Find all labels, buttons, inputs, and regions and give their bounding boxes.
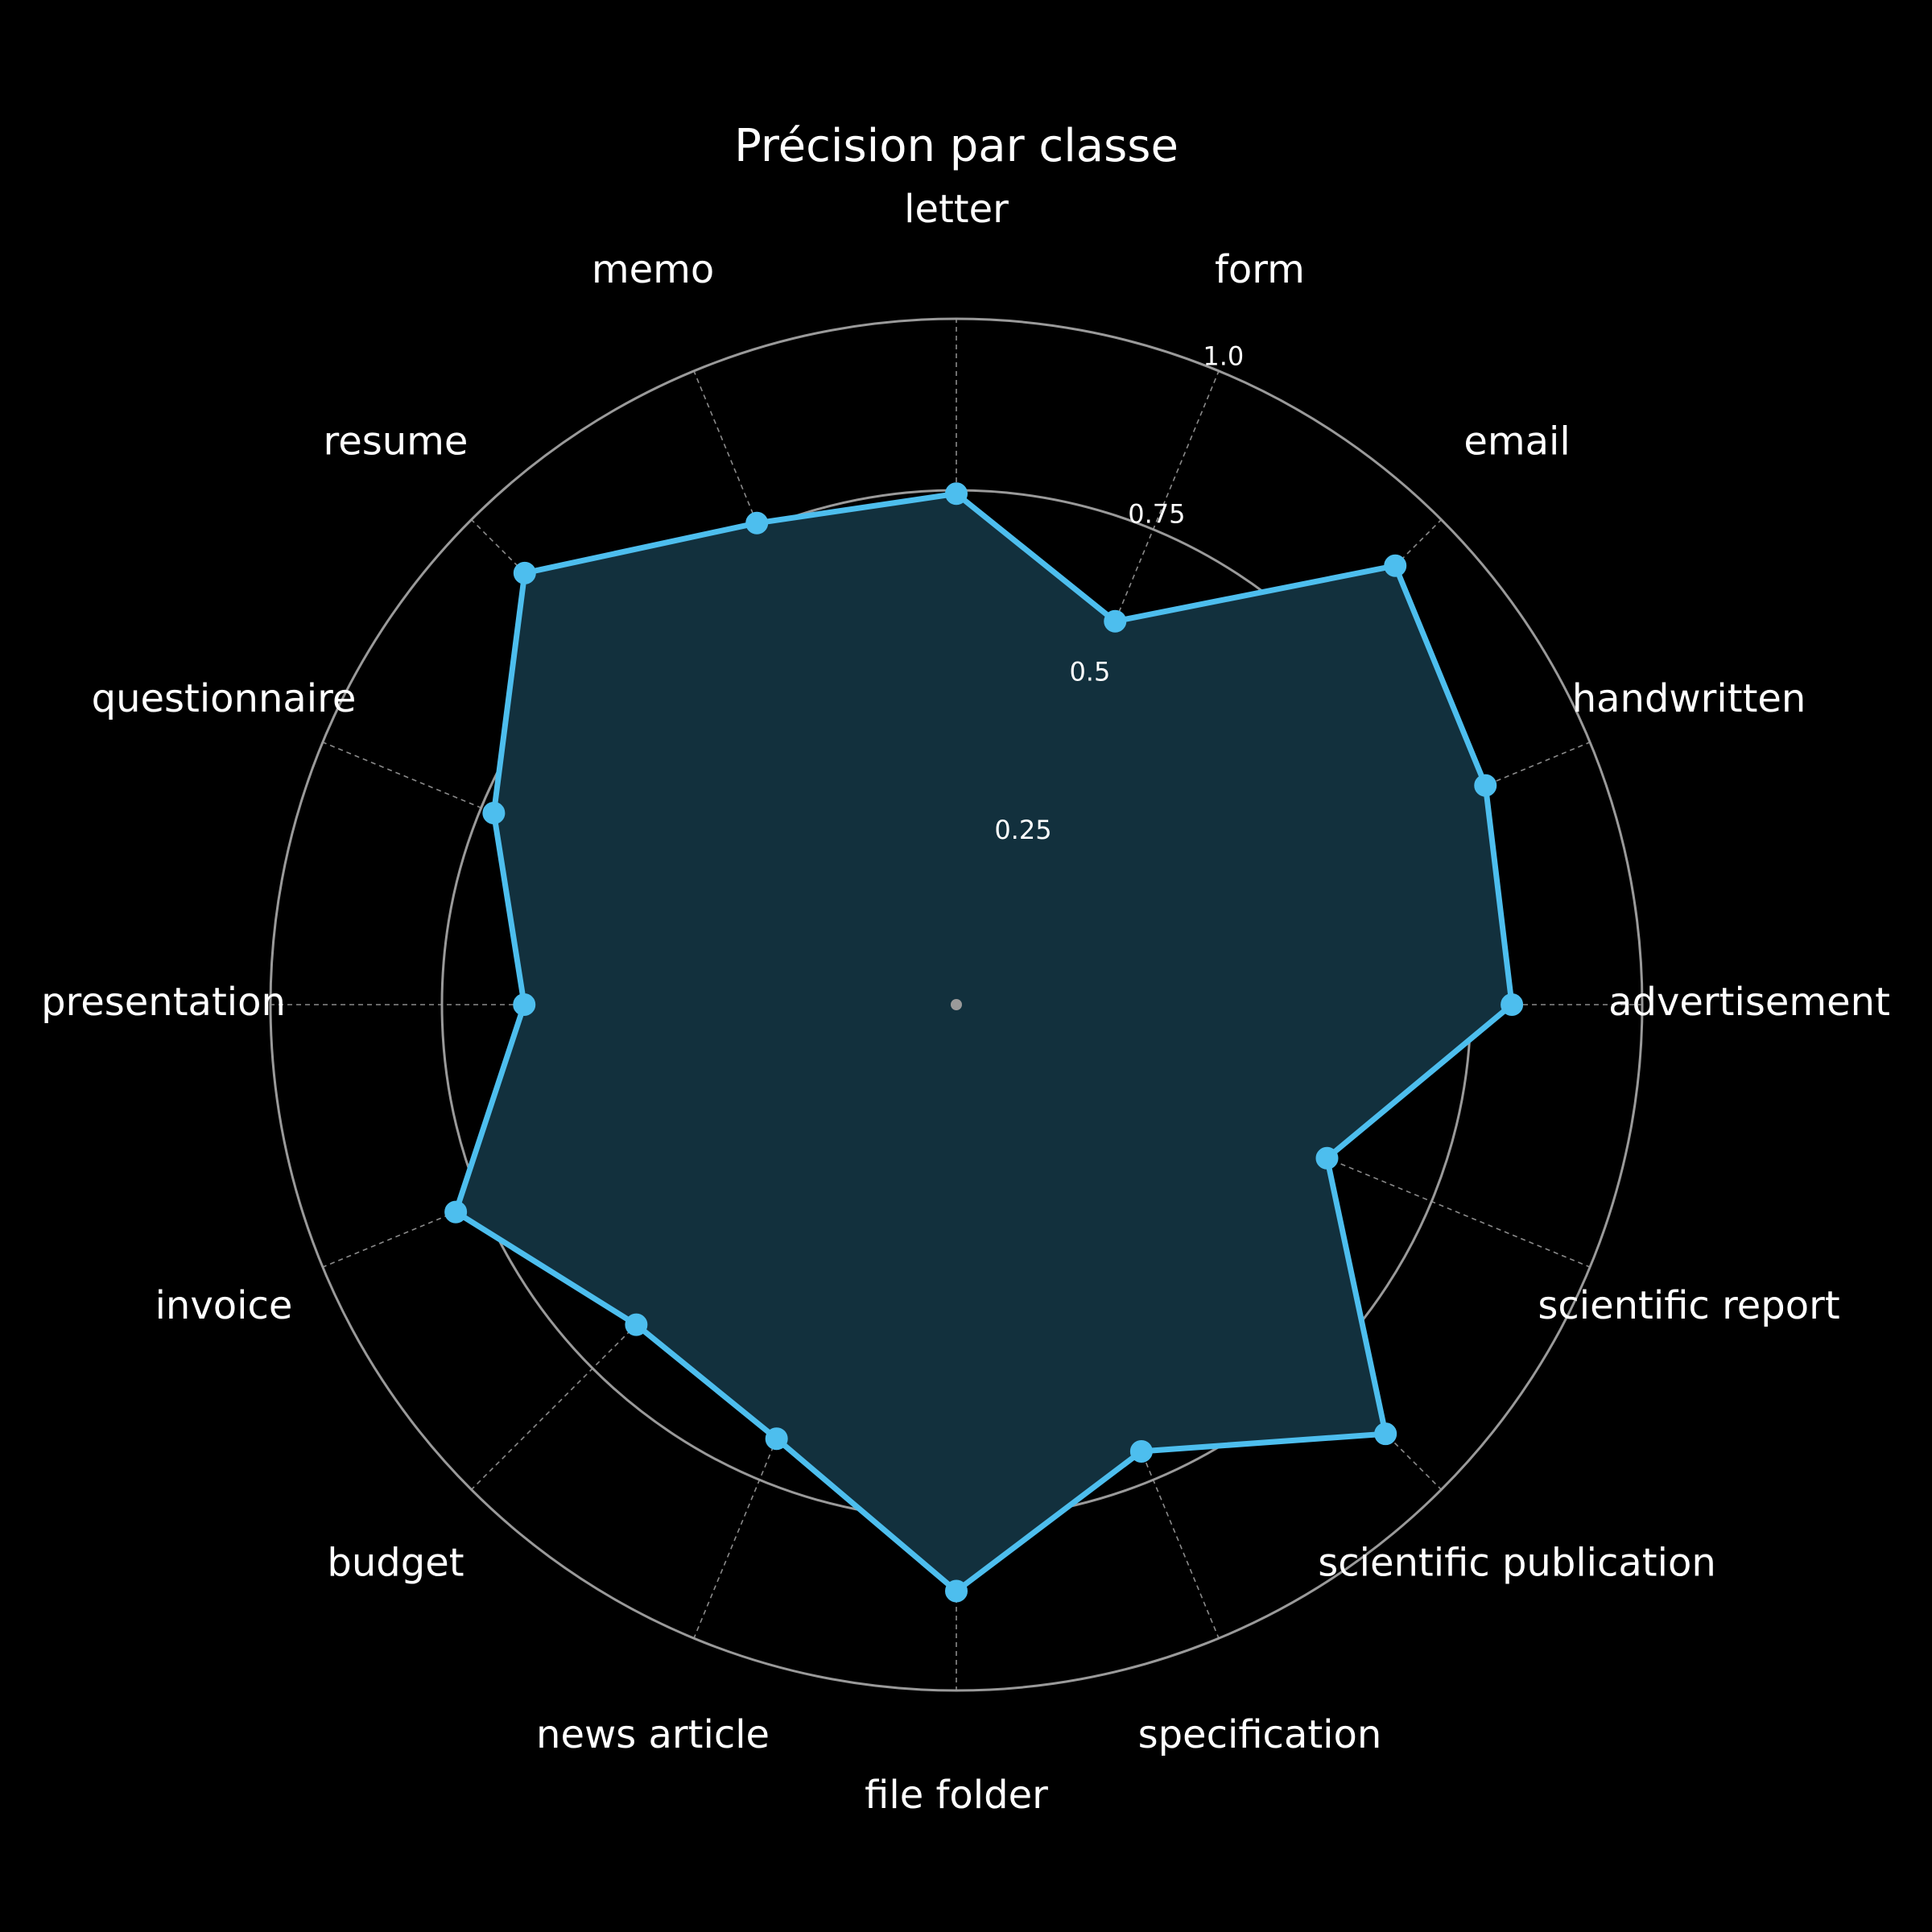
category-labels: letter form email handwritten advertisement s…: [41, 187, 1890, 1818]
r-tick-label: 0.5: [1069, 657, 1110, 687]
spoke-budget: [470, 1004, 957, 1491]
r-tick-label: 0.75: [1128, 498, 1185, 529]
data-point-email: [1384, 554, 1407, 577]
category-label-file-folder: file folder: [865, 1773, 1048, 1818]
r-tick-label: 0.25: [994, 815, 1051, 845]
category-label-invoice: invoice: [155, 1283, 293, 1328]
spoke-invoice: [322, 1004, 957, 1268]
r-tick-label: 1.0: [1203, 341, 1244, 371]
category-label-memo: memo: [592, 247, 714, 292]
data-point-memo: [745, 511, 769, 535]
data-point-scientific-report: [1315, 1146, 1339, 1170]
spoke-specification: [956, 1004, 1220, 1639]
category-label-scientific-publication: scientific publication: [1318, 1541, 1716, 1586]
data-point-scientific-publication: [1374, 1422, 1397, 1446]
data-point-invoice: [444, 1200, 468, 1224]
category-label-specification: specification: [1138, 1712, 1382, 1757]
category-label-budget: budget: [327, 1541, 464, 1586]
data-layer: [444, 482, 1524, 1603]
category-label-presentation: presentation: [41, 980, 286, 1025]
spoke-scientific-report: [956, 1004, 1591, 1268]
category-label-letter: letter: [904, 187, 1009, 232]
spoke-questionnaire: [322, 741, 957, 1005]
category-label-resume: resume: [324, 419, 469, 464]
category-label-handwritten: handwritten: [1572, 676, 1806, 721]
data-point-advertisement: [1501, 993, 1524, 1016]
category-label-scientific-report: scientific report: [1538, 1283, 1839, 1328]
data-point-file-folder: [945, 1579, 968, 1603]
category-label-email: email: [1463, 419, 1570, 464]
data-point-questionnaire: [482, 801, 506, 824]
grid-ring-4: [269, 317, 1644, 1692]
tick-labels: 0.25 0.5 0.75 1.0: [994, 341, 1244, 845]
data-point-specification: [1129, 1439, 1153, 1463]
data-point-budget: [625, 1313, 648, 1336]
category-label-advertisement: advertisement: [1608, 980, 1890, 1025]
data-point-letter: [945, 482, 968, 506]
data-point-form: [1104, 609, 1127, 633]
data-point-resume: [513, 561, 536, 584]
center-dot: [951, 999, 962, 1010]
category-label-questionnaire: questionnaire: [92, 676, 357, 721]
series-area: [456, 493, 1513, 1591]
data-point-presentation: [513, 993, 536, 1016]
category-label-news-article: news article: [536, 1712, 770, 1757]
data-point-handwritten: [1474, 774, 1497, 797]
spoke-news-article: [693, 1004, 957, 1639]
spoke-memo: [693, 370, 957, 1005]
data-point-news-article: [765, 1427, 788, 1451]
chart-title: Précision par classe: [734, 120, 1179, 172]
spoke-form: [956, 370, 1220, 1005]
category-label-form: form: [1215, 247, 1305, 292]
